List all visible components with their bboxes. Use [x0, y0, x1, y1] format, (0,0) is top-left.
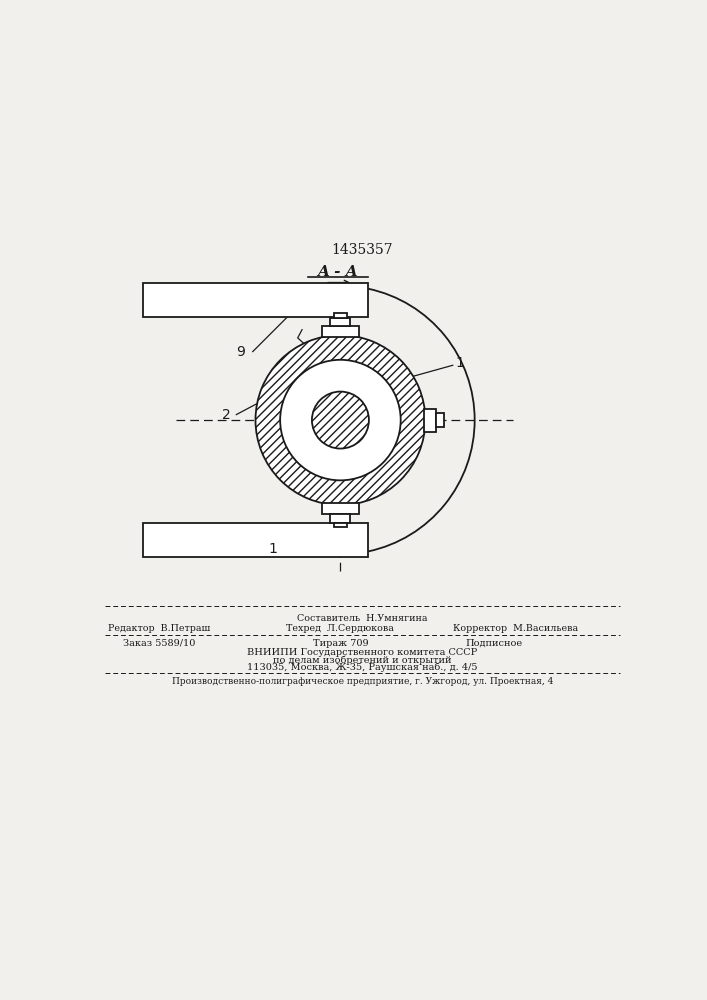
- Circle shape: [312, 392, 369, 449]
- Text: 1: 1: [269, 542, 277, 556]
- Text: Техред  Л.Сердюкова: Техред Л.Сердюкова: [286, 624, 395, 633]
- Text: Тираж 709: Тираж 709: [312, 639, 368, 648]
- Bar: [334, 523, 346, 527]
- Bar: [436, 413, 444, 427]
- Text: 1435357: 1435357: [332, 243, 393, 257]
- Text: Подписное: Подписное: [465, 639, 522, 648]
- Text: 9: 9: [235, 345, 245, 359]
- Circle shape: [280, 360, 401, 480]
- Text: A - A: A - A: [317, 265, 358, 279]
- Bar: [144, 523, 368, 557]
- Circle shape: [312, 392, 369, 449]
- Bar: [423, 409, 436, 432]
- Text: Редактор  В.Петраш: Редактор В.Петраш: [108, 624, 211, 633]
- Text: Заказ 5589/10: Заказ 5589/10: [124, 639, 196, 648]
- Text: ВНИИПИ Государственного комитета СССР: ВНИИПИ Государственного комитета СССР: [247, 648, 477, 657]
- Text: Составитель  Н.Умнягина: Составитель Н.Умнягина: [297, 614, 428, 623]
- Bar: [330, 318, 351, 326]
- Bar: [330, 514, 351, 523]
- Wedge shape: [255, 335, 426, 505]
- Text: 2: 2: [222, 408, 231, 422]
- Bar: [334, 313, 346, 318]
- Bar: [144, 283, 368, 317]
- Text: 113035, Москва, Ж-35, Раушская наб., д. 4/5: 113035, Москва, Ж-35, Раушская наб., д. …: [247, 663, 478, 672]
- Text: 1: 1: [455, 356, 464, 370]
- Text: Производственно-полиграфическое предприятие, г. Ужгород, ул. Проектная, 4: Производственно-полиграфическое предприя…: [172, 677, 553, 686]
- Bar: [322, 503, 358, 514]
- Bar: [322, 326, 358, 337]
- Text: Τиг.5: Τиг.5: [330, 478, 373, 492]
- Text: по делам изобретений и открытий: по делам изобретений и открытий: [273, 655, 452, 665]
- Text: Корректор  М.Васильева: Корректор М.Васильева: [453, 624, 578, 633]
